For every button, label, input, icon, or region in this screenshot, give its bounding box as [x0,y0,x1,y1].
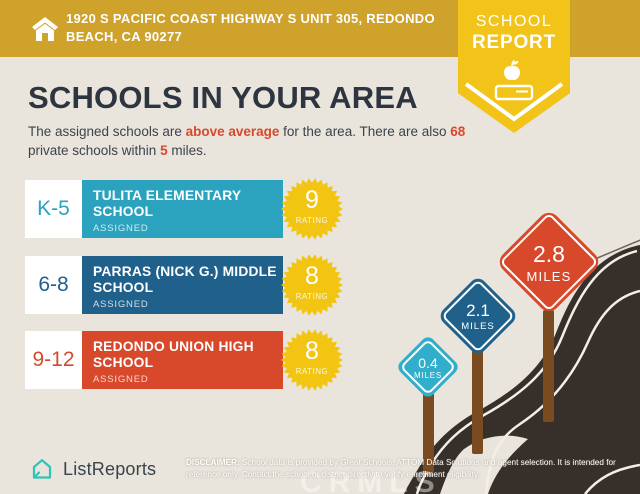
rating-label: RATING [295,367,329,376]
disclaimer-text: DISCLAIMER: School data is provided by G… [186,457,634,482]
summary-part: The assigned schools are [28,124,186,139]
disclaimer-label: DISCLAIMER: [186,458,240,467]
ribbon-line1: SCHOOL [475,13,553,30]
distance-value: 2.8 [533,240,565,267]
listreports-logo: ListReports [30,457,156,481]
rating-burst: 8 RATING [281,329,343,391]
page-title: SCHOOLS IN YOUR AREA [28,80,418,115]
rating-value: 8 [305,262,319,290]
grade-range: 9-12 [25,331,82,389]
brand-name: ListReports [63,458,157,479]
wire-line [594,239,640,260]
distance-unit: MILES [526,268,572,284]
grade-range: 6-8 [25,256,82,314]
ribbon-chevron [464,82,564,122]
distance-sign-2.1-miles: 2.1 MILES [436,274,520,358]
distance-unit: MILES [413,370,442,380]
rating-value: 8 [305,337,319,365]
assigned-badge: ASSIGNED [93,298,149,310]
starburst-icon [281,254,343,316]
assigned-badge: ASSIGNED [93,222,149,234]
school-row-high: 9-12 REDONDO UNION HIGH SCHOOL ASSIGNED … [25,329,345,391]
distance-sign-2.8-miles: 2.8 MILES [495,208,603,316]
distance-value: 0.4 [418,354,438,371]
ribbon-line2: REPORT [472,32,556,53]
starburst-icon [281,178,343,240]
property-address: 1920 S PACIFIC COAST HIGHWAY S UNIT 305,… [66,11,435,44]
rating-label: RATING [295,216,329,225]
rating-label: RATING [295,292,329,301]
school-name: TULITA ELEMENTARY SCHOOL [93,188,242,220]
school-row-elementary: K-5 TULITA ELEMENTARY SCHOOL ASSIGNED 9 … [25,178,345,240]
school-bar: REDONDO UNION HIGH SCHOOL ASSIGNED [82,331,283,389]
school-name: REDONDO UNION HIGH SCHOOL [93,339,254,371]
listreports-house-icon [32,459,52,479]
disclaimer-body: School data is provided by Great Schools… [186,458,616,480]
distance-value: 2.1 [466,300,490,320]
mls-watermark: CRMLS [300,466,442,494]
apple-icon [464,59,564,122]
apple-leaf [512,61,519,65]
rating-burst: 9 RATING [281,178,343,240]
summary-highlight-above-average: above average [185,124,280,139]
summary-part: private schools within [28,143,161,159]
sign-post [543,310,554,422]
sign-post [472,350,483,454]
summary-highlight-private-count: 68 [450,124,466,139]
rating-value: 9 [305,186,319,214]
grade-range: K-5 [25,180,82,238]
distance-unit: MILES [461,320,495,332]
summary-part: for the area. There are also [279,124,451,139]
summary-text: The assigned schools are above average f… [28,122,472,160]
school-bar: TULITA ELEMENTARY SCHOOL ASSIGNED [82,180,283,238]
sign-post [423,393,434,473]
summary-highlight-radius: 5 [160,143,168,159]
starburst-icon [281,329,343,391]
assigned-badge: ASSIGNED [93,373,149,385]
school-row-middle: 6-8 PARRAS (NICK G.) MIDDLE SCHOOL ASSIG… [25,254,345,316]
summary-part: miles. [167,143,207,159]
school-bar: PARRAS (NICK G.) MIDDLE SCHOOL ASSIGNED [82,256,283,314]
rating-burst: 8 RATING [281,254,343,316]
book-icon [494,84,534,101]
school-name: PARRAS (NICK G.) MIDDLE SCHOOL [93,264,277,296]
house-icon [32,17,58,41]
